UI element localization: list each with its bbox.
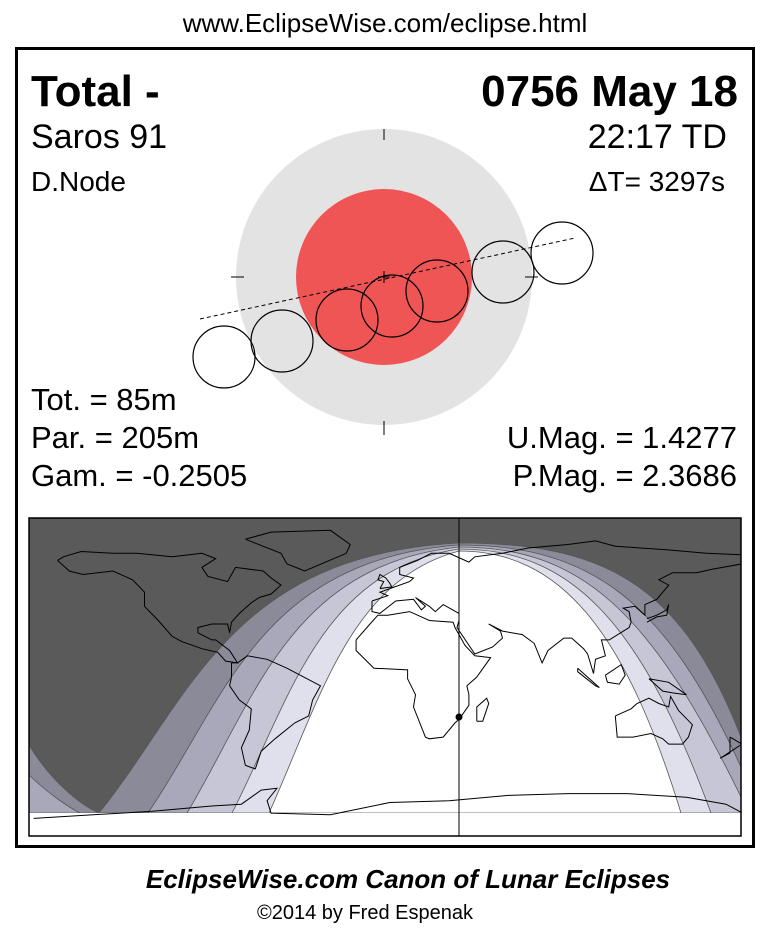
south-polar-region	[29, 813, 741, 836]
coastline-borneo	[604, 663, 626, 685]
axis-ticks	[231, 129, 538, 435]
greatest-eclipse-point	[455, 713, 463, 721]
coastline-greenland	[245, 529, 351, 572]
canon-title: EclipseWise.com Canon of Lunar Eclipses	[145, 864, 671, 894]
eclipse-type: Total -	[31, 67, 160, 116]
copyright: ©2014 by Fred Espenak	[257, 902, 473, 924]
coastline-new-zealand	[719, 736, 741, 759]
coastline-north-america	[57, 550, 282, 664]
map-border	[28, 517, 742, 837]
visibility-map	[29, 518, 741, 836]
penumbral-magnitude: P.Mag. = 2.3686	[512, 458, 737, 493]
coastline-antarctica	[33, 787, 741, 819]
delta-t: ΔT= 3297s	[588, 166, 725, 197]
eclipse-panel-frame	[15, 47, 755, 848]
node-label: D.Node	[31, 166, 126, 197]
moon-circle	[250, 309, 314, 373]
shadow-diagram	[192, 129, 594, 435]
coastline-south-america	[229, 655, 322, 770]
eclipse-date: 0756 May 18	[481, 67, 738, 116]
saros-number: Saros 91	[31, 118, 168, 156]
coastline-japan	[646, 604, 670, 623]
moon-circle	[315, 288, 379, 352]
moon-path-line	[199, 237, 576, 320]
coastline-madagascar	[476, 697, 490, 722]
moon-circle	[360, 274, 424, 338]
partial-duration: Par. = 205m	[31, 420, 200, 455]
eclipse-time: 22:17 TD	[587, 118, 727, 156]
moon-circle	[192, 325, 256, 389]
coastline-new-guinea	[648, 678, 687, 696]
umbral-magnitude: U.Mag. = 1.4277	[506, 420, 737, 455]
gamma-value: Gam. = -0.2505	[31, 458, 248, 493]
coastline-africa	[355, 611, 492, 740]
page-url: www.EclipseWise.com/eclipse.html	[182, 8, 588, 38]
coastline-australia	[614, 694, 693, 745]
moon-positions	[192, 221, 594, 389]
moon-circle	[471, 240, 535, 304]
totality-duration: Tot. = 85m	[31, 382, 177, 417]
moon-circle	[530, 221, 594, 285]
coastline-sumatra	[577, 667, 600, 689]
moon-circle	[405, 259, 469, 323]
coastline-britain	[377, 573, 393, 590]
